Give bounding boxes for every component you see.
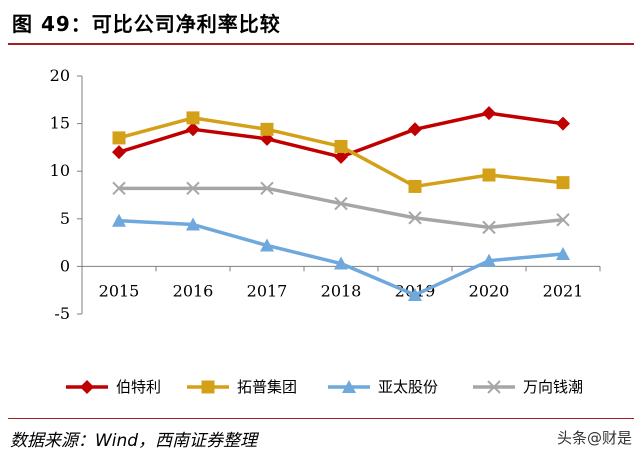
title-underline <box>8 43 634 45</box>
data-point <box>334 256 348 270</box>
data-point <box>186 111 200 125</box>
data-point <box>556 213 570 227</box>
legend-marker <box>342 380 356 393</box>
series-2 <box>112 111 570 193</box>
legend-item: 亚太股份 <box>328 378 438 396</box>
data-point <box>408 211 422 225</box>
series-1 <box>112 106 570 164</box>
x-tick-label: 2016 <box>173 281 214 300</box>
legend-label: 拓普集团 <box>237 378 297 396</box>
data-point <box>260 181 274 196</box>
data-point <box>112 213 126 227</box>
data-point <box>482 253 496 267</box>
data-point <box>112 131 126 145</box>
legend-label: 亚太股份 <box>378 378 438 396</box>
x-tick-label: 2018 <box>321 281 362 300</box>
y-tick-label: 0 <box>60 256 70 275</box>
series-4 <box>112 181 570 235</box>
data-point <box>334 149 348 164</box>
data-point <box>260 238 274 252</box>
data-point <box>334 139 348 153</box>
axes: -5051015202015201620172018201920202021 <box>50 66 601 323</box>
x-tick-label: 2017 <box>247 281 288 300</box>
chart-title: 图 49：可比公司净利率比较 <box>12 12 281 36</box>
y-tick-label: 10 <box>50 161 70 180</box>
title-bar: 图 49：可比公司净利率比较 <box>0 0 640 46</box>
data-point <box>482 168 496 182</box>
x-tick-label: 2020 <box>469 281 510 300</box>
x-tick-label: 2021 <box>543 281 584 300</box>
line-chart: -5051015202015201620172018201920202021伯特… <box>50 66 601 396</box>
legend-label: 伯特利 <box>116 378 161 396</box>
data-point <box>408 287 422 301</box>
x-tick-label: 2015 <box>99 281 140 300</box>
legend-item: 伯特利 <box>66 378 161 396</box>
data-point <box>408 122 422 137</box>
legend-item: 万向钱潮 <box>473 378 583 396</box>
data-point <box>408 179 422 193</box>
data-point <box>482 106 496 121</box>
data-point <box>186 217 200 231</box>
data-point <box>186 181 200 196</box>
legend: 伯特利 拓普集团 亚太股份 万向钱潮 <box>66 378 583 396</box>
legend-label: 万向钱潮 <box>523 378 583 396</box>
data-point <box>556 247 570 261</box>
data-point <box>556 176 570 190</box>
source-divider <box>8 418 634 419</box>
data-point <box>556 116 570 131</box>
data-point <box>112 181 126 196</box>
y-tick-label: 5 <box>60 209 70 228</box>
data-point <box>186 122 200 137</box>
watermark: 头条@财是 <box>556 429 632 447</box>
y-tick-label: 15 <box>50 114 70 133</box>
y-tick-label: 20 <box>50 66 70 85</box>
data-point <box>482 220 496 235</box>
series-line <box>119 186 564 230</box>
y-tick-label: -5 <box>54 304 70 323</box>
data-point <box>334 196 348 211</box>
series-3 <box>112 213 570 301</box>
legend-marker <box>201 380 215 394</box>
legend-marker <box>80 380 94 394</box>
legend-marker <box>487 380 501 394</box>
source-note: 数据来源：Wind，西南证券整理 <box>10 431 258 451</box>
data-point <box>112 145 126 160</box>
data-point <box>260 122 274 136</box>
legend-item: 拓普集团 <box>187 378 297 396</box>
